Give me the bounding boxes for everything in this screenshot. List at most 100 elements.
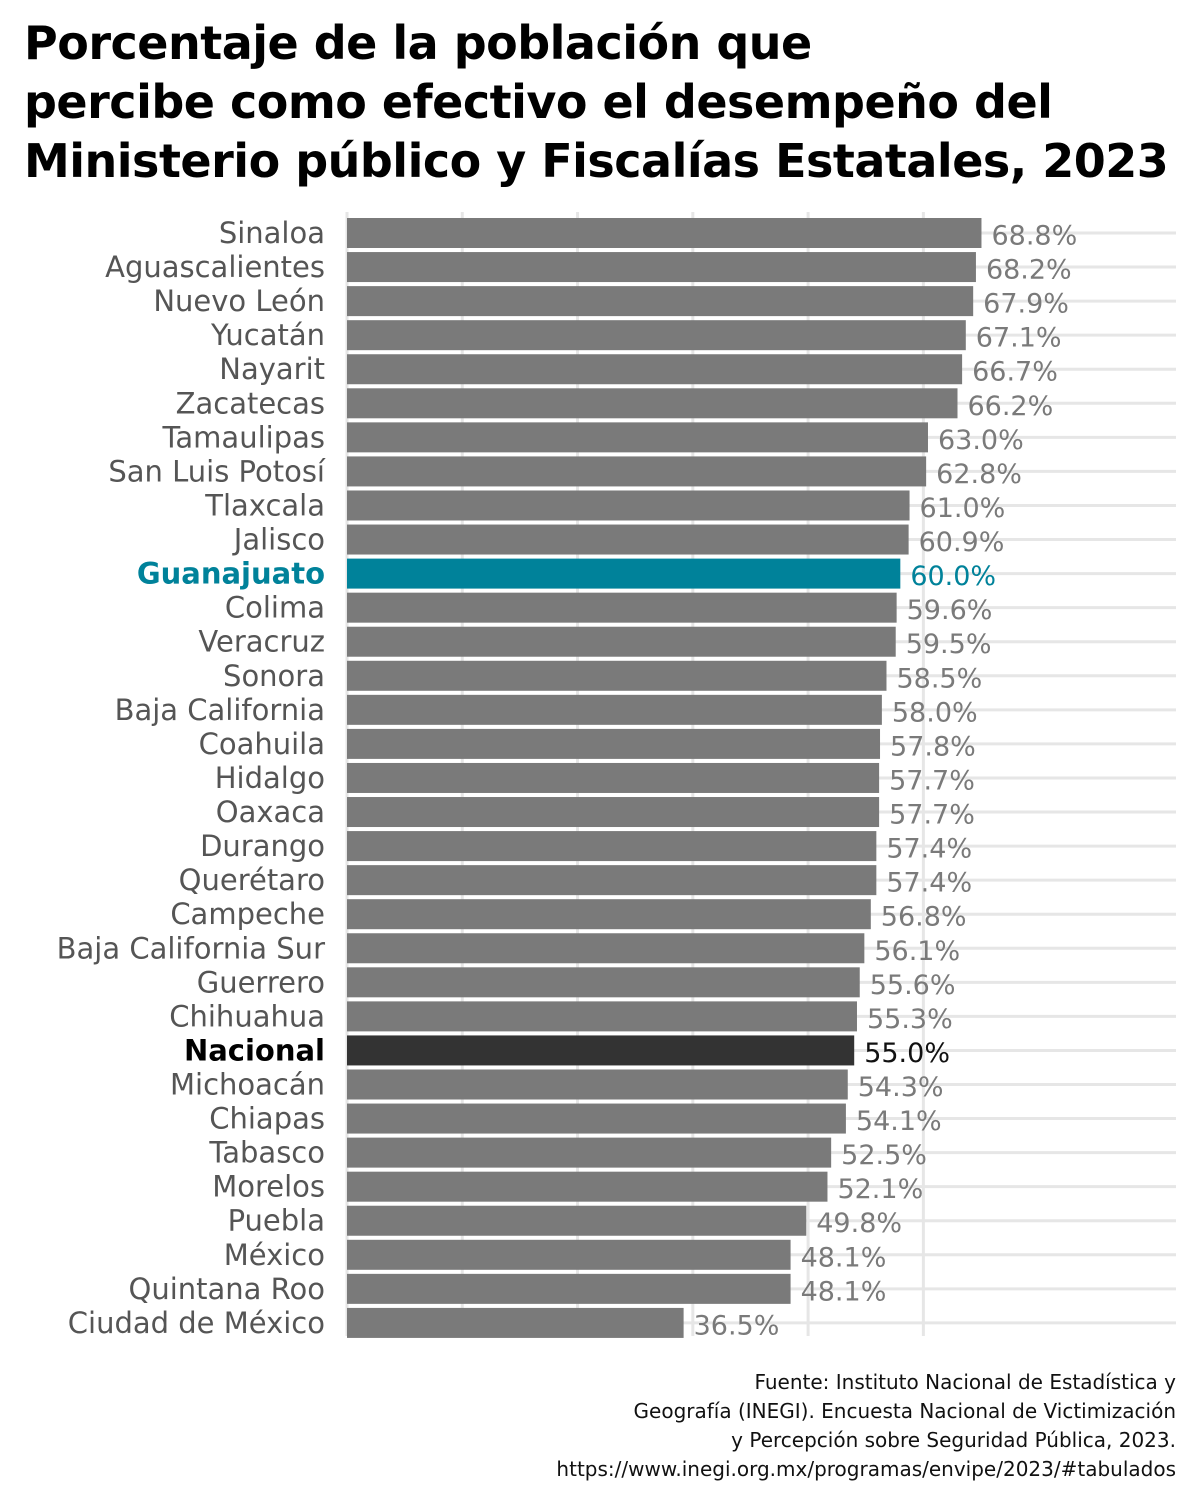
value-label: 48.1%: [801, 1276, 887, 1307]
category-label: Hidalgo: [215, 761, 325, 795]
value-label: 60.9%: [919, 527, 1005, 558]
value-label: 57.7%: [889, 765, 975, 796]
bar: [347, 1001, 857, 1032]
source-line: Geografía (INEGI). Encuesta Nacional de …: [633, 1399, 1176, 1423]
value-label: 62.8%: [936, 459, 1022, 490]
source-note: Fuente: Instituto Nacional de Estadístic…: [416, 1368, 1176, 1484]
category-label: Morelos: [212, 1170, 325, 1204]
bar: [347, 592, 897, 623]
bars: [347, 218, 982, 1338]
category-label: Puebla: [228, 1204, 325, 1238]
bar: [347, 1171, 828, 1202]
bar: [347, 354, 963, 385]
category-label: Tabasco: [208, 1136, 325, 1170]
value-label: 56.8%: [881, 902, 967, 933]
category-label: Zacatecas: [176, 386, 325, 420]
category-label: Tamaulipas: [162, 420, 326, 454]
bar: [347, 899, 871, 930]
value-label: 49.8%: [816, 1208, 902, 1239]
category-label: Sonora: [223, 659, 325, 693]
bar: [347, 1273, 791, 1304]
category-label: Ciudad de México: [68, 1306, 325, 1340]
value-label: 67.9%: [983, 289, 1069, 320]
category-label: Quintana Roo: [129, 1272, 326, 1306]
category-label: Nuevo León: [153, 284, 325, 318]
value-label: 58.0%: [892, 697, 978, 728]
bar: [347, 797, 880, 828]
category-label: Nacional: [184, 1033, 325, 1067]
value-label: 59.5%: [906, 629, 992, 660]
value-label: 55.6%: [870, 970, 956, 1001]
bar: [347, 422, 928, 453]
category-label: Campeche: [170, 897, 325, 931]
value-label: 57.8%: [890, 731, 976, 762]
value-label: 59.6%: [907, 595, 993, 626]
value-label: 48.1%: [801, 1242, 887, 1273]
value-label: 68.2%: [986, 255, 1072, 286]
bar: [347, 1239, 791, 1270]
value-label: 56.1%: [874, 936, 960, 967]
category-label: Veracruz: [198, 625, 325, 659]
value-label: 66.2%: [967, 391, 1053, 422]
bar: [347, 388, 958, 419]
bar: [347, 762, 880, 793]
value-label: 55.0%: [864, 1038, 950, 1069]
category-label: Sinaloa: [219, 216, 325, 250]
bar: [347, 626, 896, 657]
value-label: 61.0%: [920, 493, 1006, 524]
value-label: 52.5%: [841, 1140, 927, 1171]
value-label: 55.3%: [867, 1004, 953, 1035]
category-label: Aguascalientes: [105, 250, 325, 284]
bar: [347, 1103, 846, 1134]
category-label: Guerrero: [197, 965, 325, 999]
chart-title: Porcentaje de la población que percibe c…: [24, 14, 1194, 191]
bar: [347, 286, 974, 317]
bar: [347, 252, 976, 283]
bar: [347, 831, 877, 862]
bar: [347, 1035, 855, 1066]
value-label: 54.1%: [856, 1106, 942, 1137]
source-line: Fuente: Instituto Nacional de Estadístic…: [754, 1370, 1176, 1394]
value-label: 57.4%: [886, 834, 972, 865]
bar: [347, 558, 901, 589]
value-label: 57.7%: [889, 800, 975, 831]
value-label: 57.4%: [886, 868, 972, 899]
bar: [347, 728, 881, 759]
value-label: 58.5%: [896, 663, 982, 694]
bar: [347, 1307, 684, 1338]
bar: [347, 1069, 848, 1100]
category-label: Oaxaca: [216, 795, 325, 829]
category-label: Michoacán: [170, 1068, 325, 1102]
bar: [347, 1205, 807, 1236]
category-label: Yucatán: [210, 318, 325, 352]
chart-title-line: Porcentaje de la población que: [24, 16, 812, 70]
category-label: Jalisco: [232, 523, 325, 557]
category-label: Chihuahua: [169, 999, 325, 1033]
value-label: 60.0%: [910, 561, 996, 592]
category-label: México: [224, 1238, 325, 1272]
category-label: Nayarit: [219, 352, 325, 386]
bar: [347, 524, 909, 555]
value-label: 66.7%: [972, 357, 1058, 388]
category-label: Querétaro: [179, 863, 325, 897]
source-line: https://www.inegi.org.mx/programas/envip…: [556, 1457, 1176, 1481]
category-label: Tlaxcala: [204, 488, 325, 522]
bar: [347, 1137, 832, 1168]
bar: [347, 865, 877, 896]
bar: [347, 694, 882, 725]
category-label: Baja California Sur: [57, 931, 325, 965]
chart-title-line: percibe como efectivo el desempeño del: [24, 75, 1053, 129]
value-label: 63.0%: [938, 425, 1024, 456]
source-line: y Percepción sobre Seguridad Pública, 20…: [731, 1428, 1176, 1452]
bar: [347, 967, 860, 998]
bar: [347, 218, 982, 248]
category-label: Chiapas: [209, 1102, 325, 1136]
category-label: Durango: [200, 829, 325, 863]
value-label: 52.1%: [837, 1174, 923, 1205]
category-label: Coahuila: [199, 727, 325, 761]
bar: [347, 933, 865, 964]
value-label: 67.1%: [976, 323, 1062, 354]
value-label: 68.8%: [991, 221, 1077, 252]
